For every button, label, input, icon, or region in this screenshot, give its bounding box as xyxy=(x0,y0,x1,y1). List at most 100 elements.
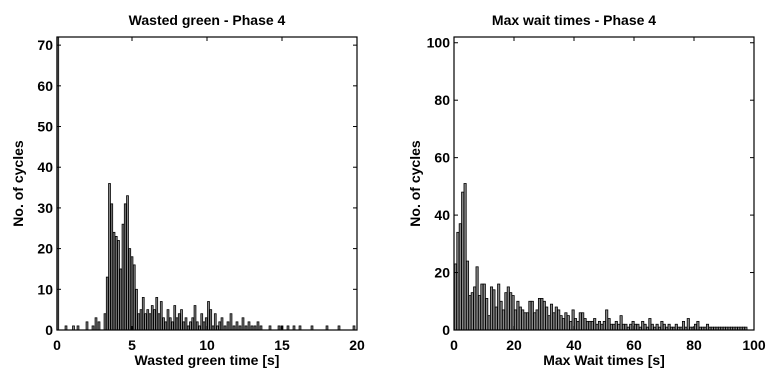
max-wait-bar xyxy=(501,309,506,331)
max-wait-bar xyxy=(585,320,590,331)
wasted-green-bar xyxy=(202,321,206,331)
wasted-green-bar xyxy=(189,321,192,331)
max-wait-bar xyxy=(600,323,604,331)
max-wait-bar xyxy=(607,318,611,331)
wasted-green-bar xyxy=(150,305,154,331)
wasted-green-bar xyxy=(121,223,125,331)
wasted-green-bar xyxy=(110,203,114,331)
wasted-green-bar xyxy=(256,321,260,331)
wasted-green-bar xyxy=(85,321,89,331)
wasted-green-bar xyxy=(216,325,219,331)
max-wait-bar xyxy=(693,323,698,331)
max-wait-bar xyxy=(497,283,501,331)
wasted-green-bar xyxy=(232,325,236,331)
wasted-green-x-tick-label: 5 xyxy=(128,337,136,353)
wasted-green-bar xyxy=(132,264,136,331)
max-wait-chart-title: Max wait times - Phase 4 xyxy=(492,12,656,28)
wasted-green-bar xyxy=(105,276,109,331)
wasted-green-y-tick-label: 50 xyxy=(37,119,53,135)
max-wait-bar xyxy=(489,286,494,331)
max-wait-bar xyxy=(581,312,585,331)
wasted-green-x-tick-label: 0 xyxy=(53,337,61,353)
max-wait-bar xyxy=(521,309,525,331)
wasted-green-bar xyxy=(207,301,210,331)
wasted-green-bar xyxy=(94,317,98,331)
max-wait-bar xyxy=(583,318,587,331)
max-wait-y-tick-label: 60 xyxy=(434,150,450,166)
wasted-green-bar xyxy=(244,325,248,331)
max-wait-bar xyxy=(468,295,472,331)
max-wait-bar xyxy=(475,266,479,331)
wasted-green-bar xyxy=(128,248,132,331)
wasted-green-y-tick-label: 40 xyxy=(37,159,53,175)
chart-max-wait: Max wait times - Phase 4 0 20 40 60 80 100 0 20 4… xyxy=(386,0,772,375)
wasted-green-bar xyxy=(97,321,101,331)
max-wait-bar xyxy=(545,306,549,331)
max-wait-bar xyxy=(511,295,515,331)
max-wait-bar xyxy=(542,300,546,331)
wasted-green-bar xyxy=(168,317,172,331)
max-wait-bar xyxy=(593,318,597,331)
wasted-green-bar xyxy=(253,325,257,331)
max-wait-y-tick-label: 20 xyxy=(434,265,450,281)
max-wait-bar xyxy=(705,323,710,331)
max-wait-bar xyxy=(540,297,544,331)
wasted-green-bar xyxy=(352,325,356,331)
max-wait-bar xyxy=(655,323,659,331)
max-wait-bar xyxy=(681,320,686,331)
wasted-green-bar xyxy=(155,297,159,331)
max-wait-x-tick-label: 80 xyxy=(686,337,702,353)
max-wait-bar xyxy=(624,323,628,331)
wasted-green-bar xyxy=(211,325,215,331)
wasted-green-bar xyxy=(235,321,239,331)
max-wait-x-tick-label: 20 xyxy=(506,337,522,353)
wasted-green-bar xyxy=(259,325,263,331)
wasted-green-bar xyxy=(159,301,163,331)
max-wait-bar xyxy=(506,286,510,331)
max-wait-bar xyxy=(535,309,539,331)
chart-max-wait-svg: Max wait times - Phase 4 0 20 40 60 80 100 0 20 4… xyxy=(407,12,766,368)
wasted-green-bar xyxy=(198,325,201,331)
wasted-green-bar xyxy=(226,321,230,331)
wasted-green-axes-frame xyxy=(56,36,358,331)
wasted-green-bar xyxy=(64,325,68,331)
wasted-green-bar xyxy=(220,317,224,331)
max-wait-bar xyxy=(494,306,498,331)
max-wait-bar xyxy=(602,320,606,331)
wasted-green-bar xyxy=(119,268,123,331)
wasted-green-bar xyxy=(72,325,75,331)
max-wait-bar xyxy=(537,297,542,331)
wasted-green-x-tick-label: 15 xyxy=(274,337,290,353)
max-wait-bar xyxy=(482,283,486,331)
wasted-green-bar xyxy=(139,309,143,331)
max-wait-x-tick-label: 0 xyxy=(450,337,458,353)
wasted-green-bar xyxy=(112,231,116,331)
max-wait-x-tick-label: 40 xyxy=(566,337,582,353)
max-wait-bar xyxy=(504,292,508,331)
max-wait-y-axis-label: No. of cycles xyxy=(407,140,423,227)
wasted-green-bar xyxy=(195,321,199,331)
max-wait-bar xyxy=(533,312,537,331)
max-wait-bar xyxy=(617,323,621,331)
max-wait-bar xyxy=(559,315,563,331)
max-wait-bar xyxy=(461,191,465,331)
wasted-green-bar xyxy=(193,305,197,331)
max-wait-axes-frame xyxy=(453,36,755,331)
wasted-green-y-tick-label: 0 xyxy=(45,322,53,338)
wasted-green-y-tick-label: 60 xyxy=(37,78,53,94)
wasted-green-bar xyxy=(229,313,233,331)
wasted-green-bar xyxy=(91,325,95,331)
wasted-green-bar xyxy=(171,321,174,331)
wasted-green-bar xyxy=(162,317,165,331)
wasted-green-bar xyxy=(186,325,190,331)
wasted-green-bar xyxy=(177,313,181,331)
max-wait-bar xyxy=(614,320,618,331)
max-wait-bar xyxy=(516,300,520,331)
max-wait-bar xyxy=(590,320,594,331)
max-wait-x-tick-label: 60 xyxy=(626,337,642,353)
wasted-green-bar xyxy=(108,183,111,331)
wasted-green-bar xyxy=(337,325,341,331)
wasted-green-bar xyxy=(117,240,120,331)
max-wait-bar xyxy=(650,323,654,331)
max-wait-bar xyxy=(686,318,690,331)
